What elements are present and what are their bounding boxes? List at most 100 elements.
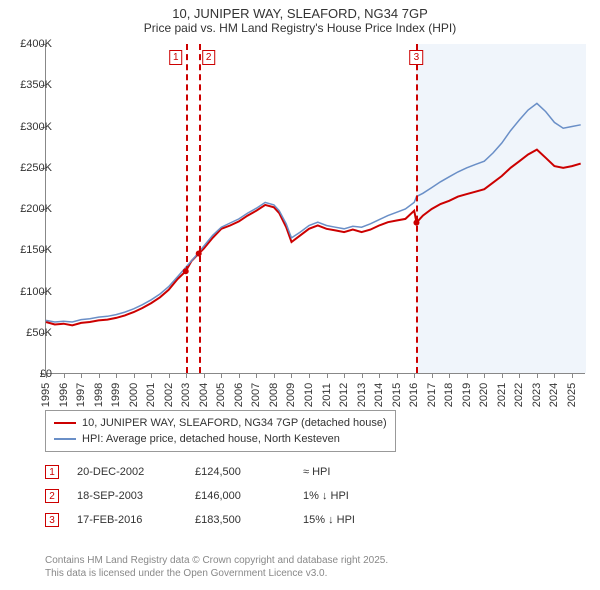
x-tick-label: 2004 (198, 383, 210, 407)
transaction-delta: ≈ HPI (303, 466, 393, 478)
transaction-date: 17-FEB-2016 (77, 514, 177, 526)
x-tick-label: 2010 (303, 383, 315, 407)
x-tick (327, 373, 328, 378)
footer-line1: Contains HM Land Registry data © Crown c… (45, 554, 388, 567)
x-tick (81, 373, 82, 378)
x-tick (134, 373, 135, 378)
x-tick-label: 2007 (250, 383, 262, 407)
x-tick-label: 2017 (426, 383, 438, 407)
transaction-row: 1 20-DEC-2002 £124,500 ≈ HPI (45, 460, 393, 484)
chart-svg (46, 44, 585, 373)
chart-plot-area: 1995199619971998199920002001200220032004… (45, 44, 585, 374)
transaction-date: 18-SEP-2003 (77, 490, 177, 502)
transaction-price: £146,000 (195, 490, 285, 502)
legend-row: HPI: Average price, detached house, Nort… (54, 431, 387, 447)
transaction-marker-label: 3 (410, 50, 424, 65)
x-tick (64, 373, 65, 378)
x-tick-label: 2024 (548, 383, 560, 407)
transaction-delta: 1% ↓ HPI (303, 490, 393, 502)
transaction-date: 20-DEC-2002 (77, 466, 177, 478)
x-tick-label: 2000 (128, 383, 140, 407)
x-tick (344, 373, 345, 378)
x-tick-label: 2013 (356, 383, 368, 407)
x-tick-label: 2020 (478, 383, 490, 407)
x-tick (414, 373, 415, 378)
x-tick (519, 373, 520, 378)
transaction-marker-line (416, 44, 418, 373)
transaction-marker-label: 2 (202, 50, 216, 65)
x-tick (467, 373, 468, 378)
x-tick (554, 373, 555, 378)
x-tick-label: 2009 (285, 383, 297, 407)
x-tick (397, 373, 398, 378)
x-tick-label: 1995 (40, 383, 52, 407)
x-tick (432, 373, 433, 378)
x-tick (169, 373, 170, 378)
x-tick (186, 373, 187, 378)
footer-line2: This data is licensed under the Open Gov… (45, 567, 388, 580)
legend-row: 10, JUNIPER WAY, SLEAFORD, NG34 7GP (det… (54, 415, 387, 431)
transaction-row: 2 18-SEP-2003 £146,000 1% ↓ HPI (45, 484, 393, 508)
y-tick-label: £100K (12, 286, 52, 298)
x-tick (221, 373, 222, 378)
legend-label: 10, JUNIPER WAY, SLEAFORD, NG34 7GP (det… (82, 417, 387, 429)
chart-subtitle: Price paid vs. HM Land Registry's House … (0, 21, 600, 39)
x-tick-label: 2008 (268, 383, 280, 407)
x-tick-label: 2003 (180, 383, 192, 407)
x-tick-label: 2002 (163, 383, 175, 407)
x-tick-label: 1996 (58, 383, 70, 407)
x-tick (151, 373, 152, 378)
x-tick-label: 1999 (110, 383, 122, 407)
x-tick-label: 2015 (391, 383, 403, 407)
transaction-id-badge: 1 (45, 465, 59, 479)
x-tick-label: 2018 (443, 383, 455, 407)
transaction-marker-line (186, 44, 188, 373)
legend-swatch (54, 422, 76, 424)
transaction-marker-label: 1 (169, 50, 183, 65)
y-tick-label: £350K (12, 79, 52, 91)
x-tick (274, 373, 275, 378)
y-tick-label: £400K (12, 38, 52, 50)
transactions-table: 1 20-DEC-2002 £124,500 ≈ HPI 2 18-SEP-2003 £14… (45, 460, 393, 532)
transaction-price: £183,500 (195, 514, 285, 526)
y-tick-label: £0 (12, 368, 52, 380)
legend-box: 10, JUNIPER WAY, SLEAFORD, NG34 7GP (det… (45, 410, 396, 452)
legend-swatch (54, 438, 76, 440)
x-tick (362, 373, 363, 378)
x-tick (256, 373, 257, 378)
x-tick-label: 2025 (566, 383, 578, 407)
y-tick-label: £200K (12, 203, 52, 215)
transaction-delta: 15% ↓ HPI (303, 514, 393, 526)
x-tick (309, 373, 310, 378)
x-tick-label: 2021 (496, 383, 508, 407)
x-tick-label: 2023 (531, 383, 543, 407)
transaction-price: £124,500 (195, 466, 285, 478)
transaction-id-badge: 2 (45, 489, 59, 503)
transaction-id-badge: 3 (45, 513, 59, 527)
x-tick (484, 373, 485, 378)
y-tick-label: £50K (12, 327, 52, 339)
x-tick-label: 1997 (75, 383, 87, 407)
x-tick (291, 373, 292, 378)
y-tick-label: £250K (12, 162, 52, 174)
x-tick-label: 2019 (461, 383, 473, 407)
transaction-row: 3 17-FEB-2016 £183,500 15% ↓ HPI (45, 508, 393, 532)
x-tick (116, 373, 117, 378)
x-tick-label: 2006 (233, 383, 245, 407)
footer-attribution: Contains HM Land Registry data © Crown c… (45, 554, 388, 580)
x-tick-label: 2011 (321, 383, 333, 407)
x-tick (239, 373, 240, 378)
x-tick-label: 2016 (408, 383, 420, 407)
x-tick (379, 373, 380, 378)
x-tick-label: 1998 (93, 383, 105, 407)
series-line-hpi (46, 103, 581, 322)
x-tick-label: 2014 (373, 383, 385, 407)
series-line-property (46, 150, 581, 326)
legend-label: HPI: Average price, detached house, Nort… (82, 433, 340, 445)
transaction-marker-line (199, 44, 201, 373)
y-tick-label: £150K (12, 244, 52, 256)
x-tick-label: 2022 (513, 383, 525, 407)
x-tick (502, 373, 503, 378)
x-tick (99, 373, 100, 378)
x-tick-label: 2001 (145, 383, 157, 407)
